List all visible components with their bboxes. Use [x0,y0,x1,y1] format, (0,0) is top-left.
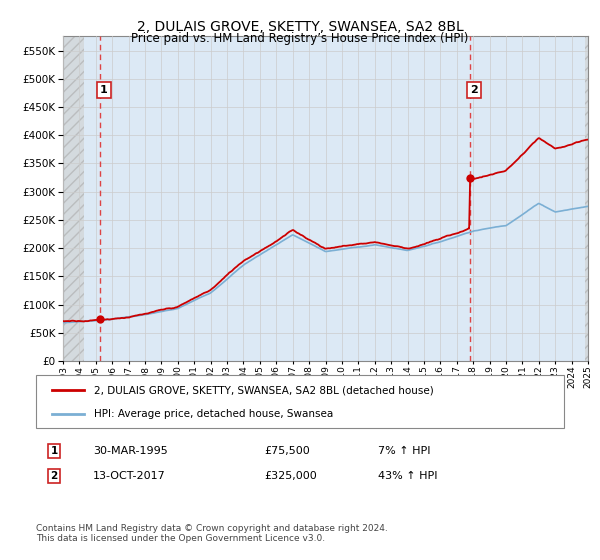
Text: £325,000: £325,000 [264,471,317,481]
Text: 2, DULAIS GROVE, SKETTY, SWANSEA, SA2 8BL (detached house): 2, DULAIS GROVE, SKETTY, SWANSEA, SA2 8B… [94,385,434,395]
Text: Price paid vs. HM Land Registry’s House Price Index (HPI): Price paid vs. HM Land Registry’s House … [131,32,469,45]
Bar [585,36,588,361]
Text: HPI: Average price, detached house, Swansea: HPI: Average price, detached house, Swan… [94,408,334,418]
Text: 7% ↑ HPI: 7% ↑ HPI [378,446,431,456]
FancyBboxPatch shape [36,375,564,428]
Text: 13-OCT-2017: 13-OCT-2017 [93,471,166,481]
Text: 2, DULAIS GROVE, SKETTY, SWANSEA, SA2 8BL: 2, DULAIS GROVE, SKETTY, SWANSEA, SA2 8B… [137,20,463,34]
Text: 1: 1 [50,446,58,456]
Text: 2: 2 [50,471,58,481]
Text: 30-MAR-1995: 30-MAR-1995 [93,446,168,456]
Text: £75,500: £75,500 [264,446,310,456]
Bar [63,36,85,361]
Text: 43% ↑ HPI: 43% ↑ HPI [378,471,437,481]
Text: Contains HM Land Registry data © Crown copyright and database right 2024.
This d: Contains HM Land Registry data © Crown c… [36,524,388,543]
Text: 1: 1 [100,85,108,95]
Text: 2: 2 [470,85,478,95]
